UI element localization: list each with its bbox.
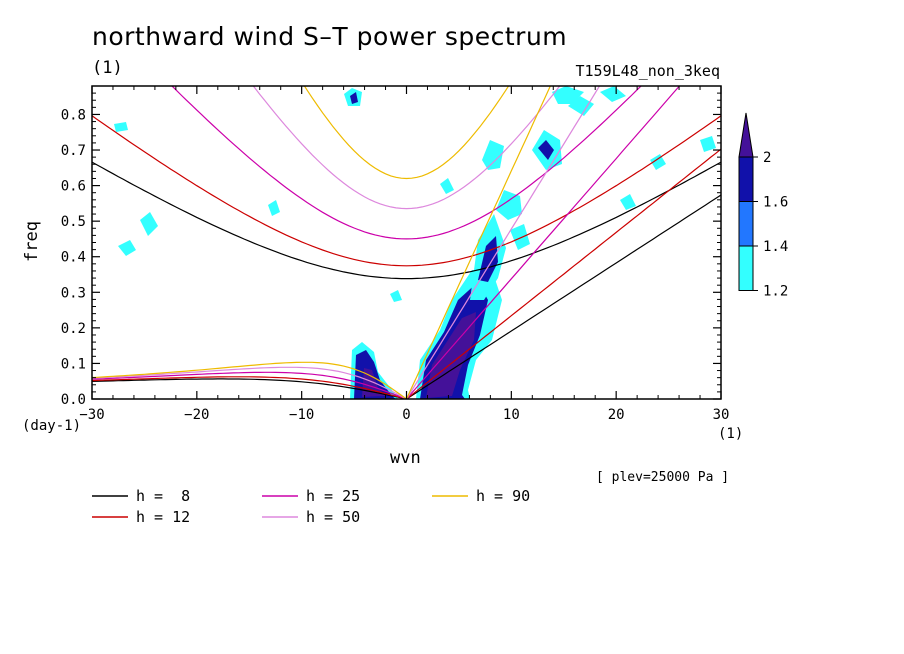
colorbar-label: 2 [763, 150, 771, 166]
power-contour-region [510, 224, 530, 250]
colorbar: 2 1.6 1.4 1.2 [738, 112, 788, 300]
rossby-curve [92, 376, 407, 399]
kelvin-curve [406, 86, 681, 399]
inertia-gravity-curve [92, 115, 721, 267]
y-tick-label: 0.8 [61, 107, 86, 123]
y-unit-label: (day-1) [22, 418, 82, 434]
x-tick-label: −20 [184, 407, 209, 423]
x-tick-label: 10 [503, 407, 520, 423]
units-label-top: (1) [92, 58, 123, 78]
power-contour-region [114, 122, 128, 132]
power-contour-region [700, 136, 716, 152]
colorbar-label: 1.6 [763, 195, 788, 211]
x-tick-label: 0 [402, 407, 410, 423]
colorbar-label: 1.4 [763, 239, 788, 255]
legend-label: h = 25 [306, 487, 360, 505]
run-label: T159L48_non_3keq [575, 62, 721, 80]
power-contour-region [620, 194, 636, 210]
power-contour-region [568, 96, 594, 116]
x-tick-label: −30 [79, 407, 104, 423]
y-tick-label: 0.4 [61, 250, 86, 266]
power-contour-region [118, 240, 136, 256]
legend-label: h = 8 [136, 487, 190, 505]
inertia-gravity-curve [92, 161, 721, 280]
x-tick-label: 30 [713, 407, 730, 423]
power-contour-region [482, 140, 504, 170]
rossby-curve [92, 371, 407, 399]
inertia-gravity-curve [252, 86, 561, 210]
power-contour-region [140, 212, 158, 236]
chart-title: northward wind S–T power spectrum [92, 22, 568, 51]
power-contour-region [440, 178, 454, 194]
inertia-gravity-curve [303, 86, 510, 180]
legend-label: h = 50 [306, 508, 360, 526]
y-tick-label: 0.7 [61, 143, 86, 159]
x-tick-label: 20 [608, 407, 625, 423]
y-tick-label: 0.2 [61, 321, 86, 337]
power-contour-region [350, 92, 358, 104]
legend-label: h = 90 [476, 487, 530, 505]
y-tick-label: 0.6 [61, 179, 86, 195]
kelvin-curve [405, 86, 552, 399]
legend-label: h = 12 [136, 508, 190, 526]
power-contour-region [496, 190, 522, 220]
colorbar-label: 1.2 [763, 284, 788, 300]
power-contours [114, 86, 716, 399]
rossby-curve [92, 366, 407, 399]
legend: h = 8 h = 12 h = 25 h = 50 h = 90 [92, 487, 530, 526]
y-tick-label: 0.3 [61, 285, 86, 301]
kelvin-curve [406, 194, 721, 399]
power-contour-region [650, 154, 666, 170]
x-axis-label: wvn [390, 448, 421, 468]
y-tick-label: 0.1 [61, 356, 86, 372]
y-tick-label: 0.0 [61, 392, 86, 408]
dispersion-curves [92, 86, 721, 399]
x-unit-label: (1) [718, 426, 744, 442]
kelvin-curve [405, 86, 601, 399]
colorbar-extension-arrow [738, 112, 754, 158]
colorbar-segment [738, 245, 754, 291]
power-contour-region [538, 140, 554, 160]
power-contour-region [268, 200, 280, 216]
plot-frame [91, 85, 722, 400]
inertia-gravity-curve [171, 86, 642, 240]
x-tick-label: −10 [289, 407, 314, 423]
rossby-curve [92, 361, 407, 399]
y-tick-label: 0.5 [61, 214, 86, 230]
power-contour-region [390, 290, 402, 302]
kelvin-curve [406, 148, 721, 399]
axes: −30 −20 −10 0 10 20 30 0.0 0.1 0.2 0.3 0.4 0.5 0.6 0.7… [61, 86, 730, 423]
colorbar-segment [738, 201, 754, 247]
rossby-curve [92, 378, 407, 399]
colorbar-segment [738, 156, 754, 202]
power-contour-region [478, 236, 498, 282]
plev-label: [ plev=25000 Pa ] [596, 470, 730, 485]
power-contour-region [600, 86, 626, 102]
